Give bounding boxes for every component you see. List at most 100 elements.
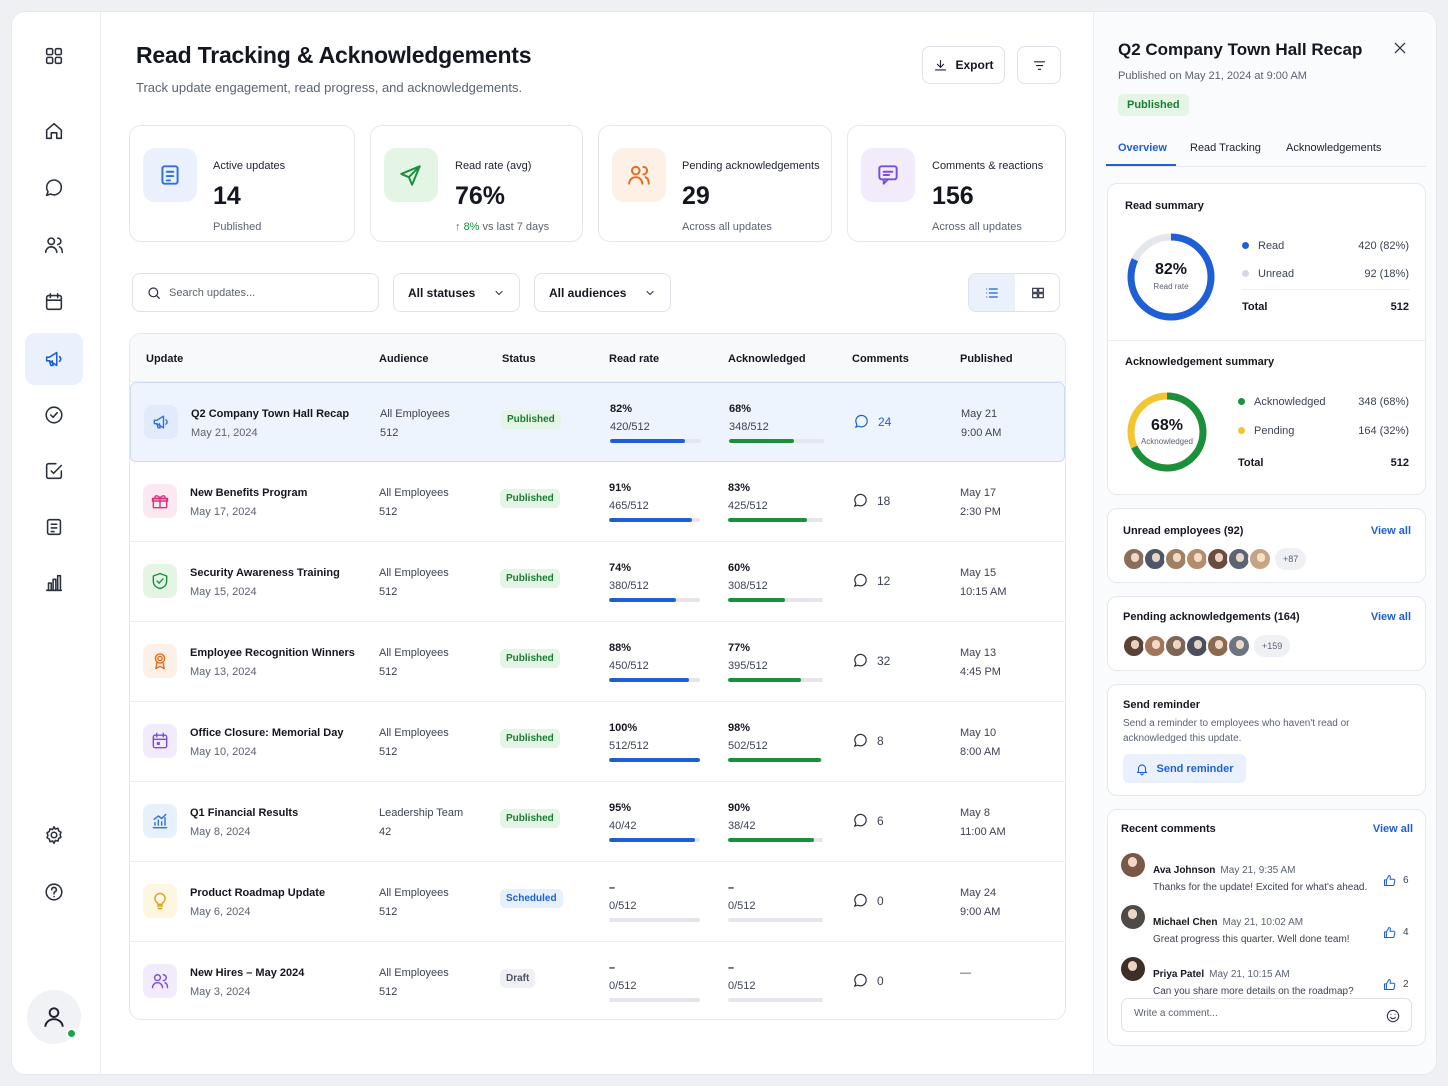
ack-count: 425/512	[728, 500, 768, 512]
stat-foot: ↑ 8% vs last 7 days	[455, 221, 549, 233]
details-panel: Q2 Company Town Hall Recap Published on …	[1093, 12, 1436, 1074]
column-header[interactable]: Audience	[379, 353, 429, 365]
more-count-badge[interactable]: +87	[1275, 548, 1307, 570]
like-button[interactable]: 6	[1382, 873, 1409, 888]
column-header[interactable]: Comments	[852, 353, 909, 365]
ack-percent: 98%	[728, 722, 751, 734]
update-title: Security Awareness Training	[190, 567, 340, 579]
comments-count[interactable]: 8	[852, 732, 884, 749]
chart-icon	[143, 804, 177, 838]
comment-input[interactable]	[1134, 1008, 1374, 1019]
pending-view-all-link[interactable]: View all	[1370, 611, 1411, 623]
document-icon[interactable]	[25, 501, 83, 553]
column-header[interactable]: Update	[146, 353, 184, 365]
send-reminder-button[interactable]: Send reminder	[1123, 754, 1246, 783]
comment-icon	[853, 973, 867, 988]
ack-count: 0/512	[728, 900, 756, 912]
comments-value: 12	[877, 573, 891, 588]
app-window: Read Tracking & Acknowledgements Track u…	[11, 11, 1437, 1075]
comments-count[interactable]: 18	[852, 492, 890, 509]
audience-select[interactable]: All audiences	[534, 273, 671, 312]
calendar-icon[interactable]	[25, 276, 83, 328]
unread-view-all-link[interactable]: View all	[1370, 525, 1411, 537]
table-row[interactable]: Office Closure: Memorial Day May 10, 202…	[130, 702, 1065, 782]
comments-count[interactable]: 32	[852, 652, 890, 669]
stat-value: 156	[932, 182, 974, 210]
filter-button[interactable]	[1017, 46, 1061, 84]
comments-count[interactable]: 12	[852, 572, 890, 589]
divider	[1242, 289, 1410, 290]
tab-read-tracking[interactable]: Read Tracking	[1190, 142, 1261, 154]
ack-progress-fill	[728, 598, 785, 602]
ack-progress-fill	[729, 439, 794, 443]
task-checklist-icon[interactable]	[25, 445, 83, 497]
messages-icon[interactable]	[25, 162, 83, 214]
unread-avatar-stack[interactable]: +87	[1122, 547, 1307, 571]
stat-foot: Published	[213, 221, 262, 233]
settings-gear-icon[interactable]	[25, 809, 83, 861]
audience-count: 512	[380, 427, 399, 439]
status-select[interactable]: All statuses	[393, 273, 520, 312]
read-rate-percent: 82%	[610, 403, 633, 415]
comments-count[interactable]: 6	[852, 812, 884, 829]
comments-count[interactable]: 24	[853, 413, 891, 430]
column-header[interactable]: Published	[960, 353, 1013, 365]
search-icon	[148, 287, 160, 299]
published-date: —	[960, 967, 971, 979]
panel-tabs: Overview Read Tracking Acknowledgements	[1106, 137, 1426, 167]
comments-count[interactable]: 0	[852, 972, 884, 989]
check-circle-icon[interactable]	[25, 389, 83, 441]
column-header[interactable]: Status	[502, 353, 536, 365]
column-header[interactable]: Acknowledged	[728, 353, 806, 365]
comments-title: Recent comments	[1121, 823, 1216, 835]
table-row[interactable]: Security Awareness Training May 15, 2024…	[130, 542, 1065, 622]
close-panel-button[interactable]	[1392, 40, 1414, 62]
comments-view-all-link[interactable]: View all	[1372, 823, 1413, 835]
analytics-bar-icon[interactable]	[25, 557, 83, 609]
like-button[interactable]: 2	[1382, 977, 1409, 992]
user-avatar[interactable]	[27, 990, 81, 1044]
apps-grid-icon[interactable]	[25, 30, 83, 82]
recent-comments-card: Recent comments View all Ava Johnson May …	[1107, 809, 1426, 1046]
tab-overview[interactable]: Overview	[1118, 142, 1167, 154]
emoji-icon[interactable]	[1385, 1008, 1401, 1024]
pending-avatar-stack[interactable]: +159	[1122, 634, 1291, 658]
comment-box	[1121, 998, 1412, 1032]
ack-progress-fill	[728, 678, 802, 682]
table-row[interactable]: Product Roadmap Update May 6, 2024 All E…	[130, 862, 1065, 942]
more-count-badge[interactable]: +159	[1254, 635, 1291, 657]
people-icon[interactable]	[25, 219, 83, 271]
table-row[interactable]: New Benefits Program May 17, 2024 All Em…	[130, 462, 1065, 542]
ack-progress-bar	[728, 518, 823, 522]
export-button[interactable]: Export	[922, 46, 1005, 84]
unread-title: Unread employees (92)	[1123, 525, 1244, 537]
stat-card-comments: Comments & reactions 156 Across all upda…	[847, 125, 1066, 242]
ack-progress-bar	[728, 758, 823, 762]
like-button[interactable]: 4	[1382, 925, 1409, 940]
table-row[interactable]: New Hires – May 2024 May 3, 2024 All Emp…	[130, 942, 1065, 1019]
tab-acknowledgements[interactable]: Acknowledgements	[1286, 142, 1382, 154]
stat-label: Pending acknowledgements	[682, 160, 820, 172]
table-row[interactable]: Q1 Financial Results May 8, 2024 Leaders…	[130, 782, 1065, 862]
home-icon[interactable]	[25, 105, 83, 157]
comment-icon	[853, 493, 867, 508]
table-row[interactable]: Q2 Company Town Hall Recap May 21, 2024 …	[130, 382, 1065, 462]
read-rate-percent: –	[609, 882, 616, 894]
ack-count: 395/512	[728, 660, 768, 672]
status-badge: Published	[500, 809, 560, 828]
column-header[interactable]: Read rate	[609, 353, 660, 365]
announcements-megaphone-icon[interactable]	[25, 333, 83, 385]
ack-progress-bar	[728, 598, 823, 602]
bell-icon	[1137, 763, 1148, 775]
comments-count[interactable]: 0	[852, 892, 884, 909]
stat-card-read-rate: Read rate (avg) 76% ↑ 8% vs last 7 days	[370, 125, 583, 242]
list-view-button[interactable]	[969, 274, 1015, 311]
read-progress-bar	[609, 758, 700, 762]
grid-view-button[interactable]	[1015, 274, 1059, 311]
table-row[interactable]: Employee Recognition Winners May 13, 202…	[130, 622, 1065, 702]
ack-progress-bar	[729, 439, 824, 443]
help-question-icon[interactable]	[25, 866, 83, 918]
read-rate-count: 465/512	[609, 500, 649, 512]
search-input[interactable]	[169, 283, 369, 303]
ack-percent: 68%	[729, 403, 752, 415]
